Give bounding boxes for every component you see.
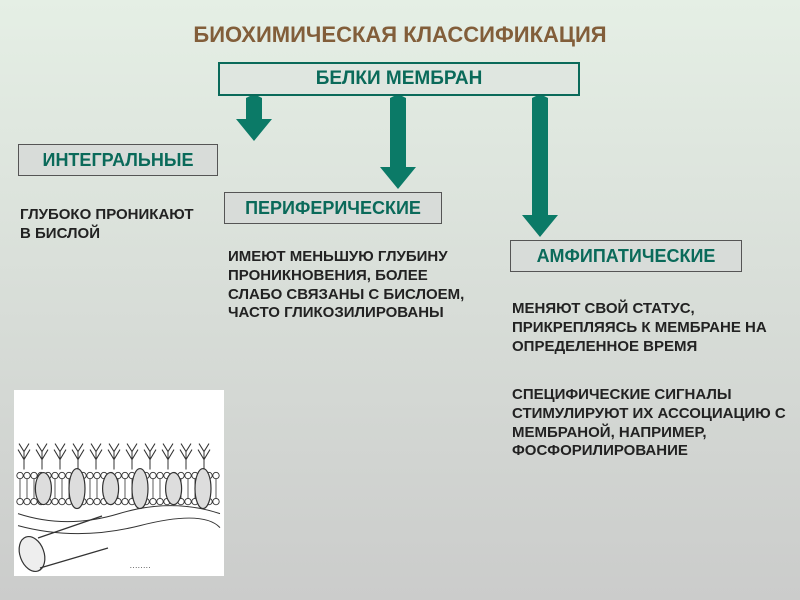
branch-label: ИНТЕГРАЛЬНЫЕ — [43, 150, 194, 171]
slide-title: БИОХИМИЧЕСКАЯ КЛАССИФИКАЦИЯ — [120, 22, 680, 48]
branch-box-amphipathic: АМФИПАТИЧЕСКИЕ — [510, 240, 742, 272]
root-node-label: БЕЛКИ МЕМБРАН — [316, 68, 483, 90]
desc-amphipathic-1: МЕНЯЮТ СВОЙ СТАТУС, ПРИКРЕПЛЯЯСЬ К МЕМБР… — [512, 300, 790, 356]
desc-integral: ГЛУБОКО ПРОНИКАЮТ В БИСЛОЙ — [20, 206, 208, 244]
branch-box-integral: ИНТЕГРАЛЬНЫЕ — [18, 144, 218, 176]
desc-peripheral: ИМЕЮТ МЕНЬШУЮ ГЛУБИНУ ПРОНИКНОВЕНИЯ, БОЛ… — [228, 248, 476, 323]
svg-text:········: ········ — [130, 563, 151, 572]
branch-box-peripheral: ПЕРИФЕРИЧЕСКИЕ — [224, 192, 442, 224]
desc-amphipathic-2: СПЕЦИФИЧЕСКИЕ СИГНАЛЫ СТИМУЛИРУЮТ ИХ АСС… — [512, 386, 790, 461]
branch-label: АМФИПАТИЧЕСКИЕ — [537, 246, 716, 267]
arrow-to-peripheral — [380, 94, 416, 189]
root-node-membrane-proteins: БЕЛКИ МЕМБРАН — [218, 62, 580, 96]
branch-label: ПЕРИФЕРИЧЕСКИЕ — [245, 198, 421, 219]
arrow-to-integral — [236, 94, 272, 141]
arrow-to-amphipathic — [522, 94, 558, 237]
membrane-illustration: ········ — [14, 390, 224, 576]
